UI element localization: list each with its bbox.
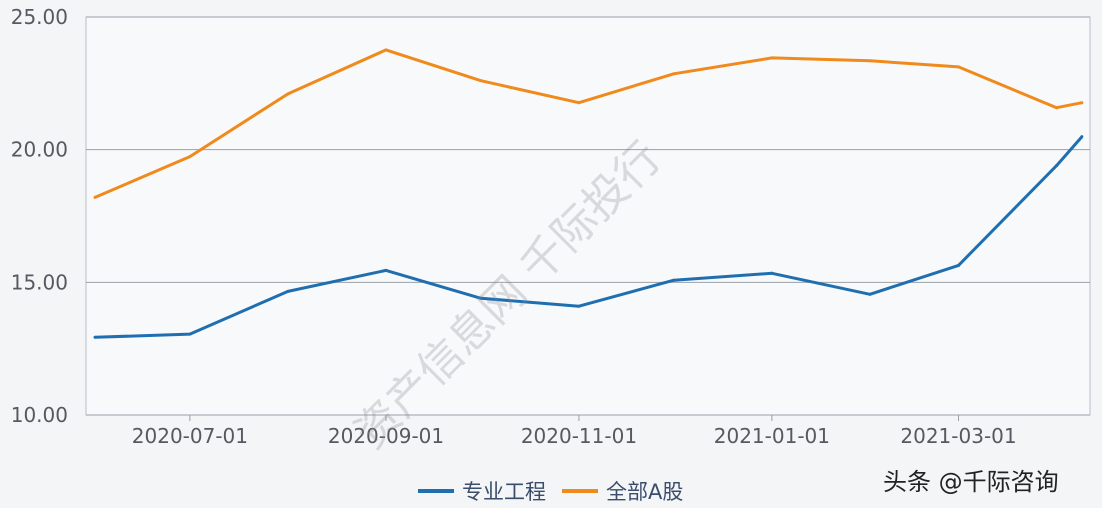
data-point-1 (1055, 106, 1059, 110)
series-line-0 (94, 135, 1084, 339)
legend-item-0[interactable]: 专业工程 (418, 476, 546, 506)
y-tick-label: 15.00 (11, 270, 68, 294)
credit-text: 头条 @千际咨询 (883, 468, 1059, 496)
data-point-1 (93, 195, 97, 199)
x-tick-label: 2020-09-01 (328, 424, 444, 448)
data-point-1 (384, 48, 388, 52)
data-point-0 (770, 271, 774, 275)
x-tick-label: 2020-07-01 (132, 424, 248, 448)
legend-item-1[interactable]: 全部A股 (562, 476, 683, 506)
x-tick-label: 2021-03-01 (900, 424, 1016, 448)
x-tick-label: 2021-01-01 (714, 424, 830, 448)
legend-label: 专业工程 (462, 480, 546, 504)
data-point-0 (479, 296, 483, 300)
plot-area (85, 16, 1091, 416)
y-tick-label: 10.00 (11, 403, 68, 427)
data-point-0 (1080, 135, 1084, 139)
data-point-0 (188, 332, 192, 336)
y-tick-label: 20.00 (11, 138, 68, 162)
series-line-1 (94, 48, 1083, 199)
legend-label: 全部A股 (606, 480, 684, 504)
data-point-0 (956, 263, 960, 267)
data-point-0 (384, 268, 388, 272)
data-point-0 (1055, 164, 1059, 168)
data-point-0 (286, 289, 290, 293)
legend: 专业工程 全部A股 (418, 476, 699, 506)
data-point-1 (577, 101, 581, 105)
legend-swatch (418, 489, 454, 493)
data-point-0 (672, 278, 676, 282)
data-point-1 (956, 65, 960, 69)
x-tick-label: 2020-11-01 (521, 424, 637, 448)
data-point-1 (286, 92, 290, 96)
y-tick-label: 25.00 (11, 5, 68, 29)
data-point-1 (1080, 101, 1084, 105)
data-point-1 (479, 79, 483, 83)
data-point-0 (577, 304, 581, 308)
data-point-1 (672, 72, 676, 76)
data-point-1 (188, 155, 192, 159)
data-point-1 (868, 59, 872, 63)
data-point-0 (868, 292, 872, 296)
data-point-1 (770, 56, 774, 60)
legend-swatch (562, 489, 598, 493)
data-point-0 (93, 335, 97, 339)
